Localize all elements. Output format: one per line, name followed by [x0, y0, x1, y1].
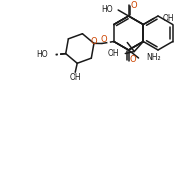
Text: OH: OH	[108, 49, 119, 58]
Text: O: O	[130, 2, 137, 10]
Text: O: O	[129, 54, 136, 64]
Text: HO: HO	[102, 6, 113, 15]
Text: O: O	[101, 35, 107, 44]
Text: NH₂: NH₂	[146, 54, 161, 63]
Text: OH: OH	[163, 14, 174, 23]
Text: HO: HO	[36, 50, 48, 59]
Text: OH: OH	[70, 73, 81, 82]
Text: O: O	[91, 37, 97, 46]
